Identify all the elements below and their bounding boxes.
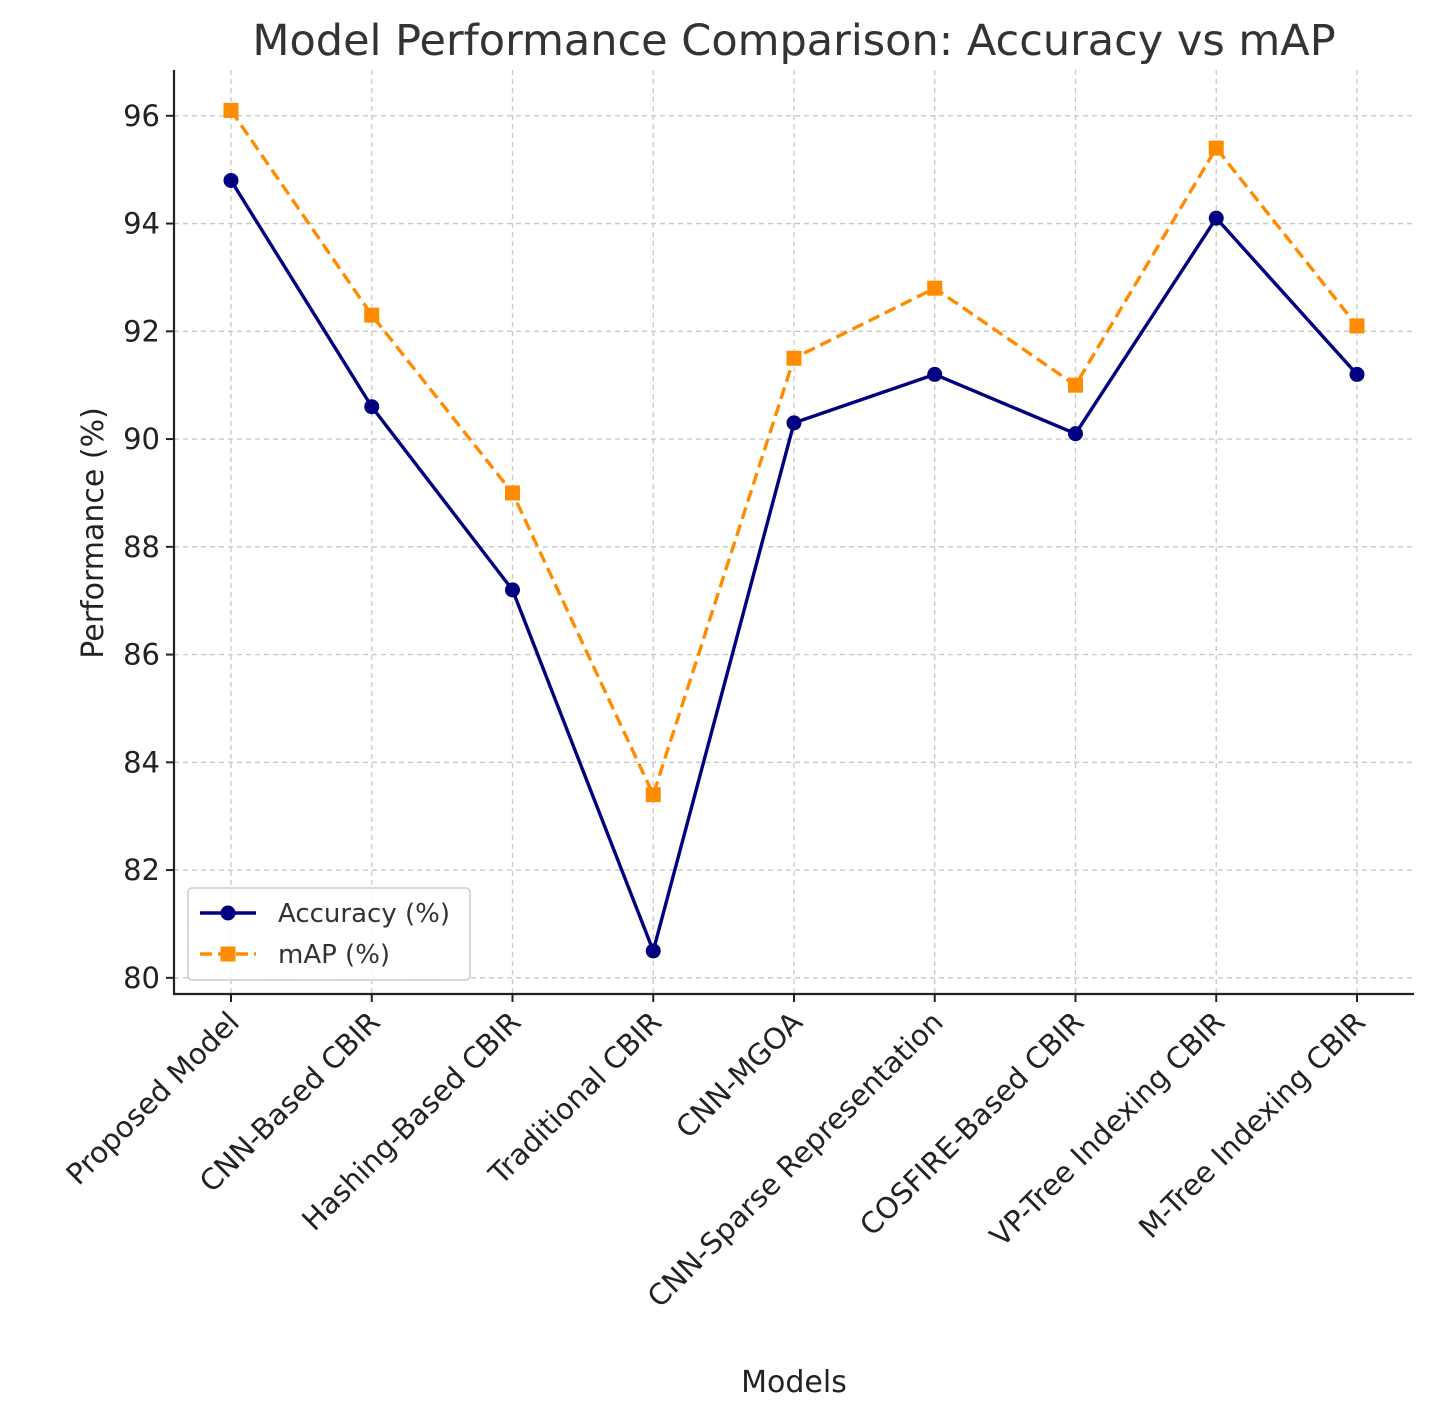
axis-spines (172, 70, 1414, 996)
y-tick-label: 84 (123, 745, 160, 779)
y-tick-label: 90 (123, 422, 160, 456)
data-point (786, 350, 802, 366)
y-tick-label: 88 (123, 530, 160, 564)
x-tick-label: CNN-MGOA (669, 1005, 809, 1145)
data-point (1208, 140, 1224, 156)
series-layer (223, 102, 1365, 959)
legend-marker (220, 905, 236, 921)
legend-label: mAP (%) (278, 940, 390, 970)
legend: Accuracy (%) mAP (%) (187, 887, 471, 981)
series-0 (223, 172, 1365, 959)
data-point (927, 280, 943, 296)
data-point (1068, 426, 1083, 442)
legend-marker (220, 946, 236, 962)
data-point (1208, 210, 1224, 226)
data-point (645, 787, 661, 803)
x-tick-label: CNN-Sparse Representation (641, 1005, 950, 1314)
data-point (505, 485, 520, 501)
data-point (505, 582, 520, 598)
data-point (786, 415, 802, 431)
legend-box (187, 887, 471, 981)
grid-layer (174, 70, 1414, 994)
y-tick-label: 96 (123, 99, 160, 133)
data-point (364, 307, 380, 323)
y-tick-label: 92 (123, 314, 160, 348)
x-axis-label: Models (741, 1365, 847, 1400)
y-tick-label: 82 (123, 853, 160, 887)
x-tick-label: M-Tree Indexing CBIR (1132, 1005, 1372, 1245)
data-point (364, 399, 380, 415)
legend-label: Accuracy (%) (278, 899, 450, 929)
data-point (1068, 377, 1083, 393)
data-point (927, 366, 943, 382)
y-axis-label: Performance (%) (76, 407, 111, 659)
y-tick-label: 86 (123, 638, 160, 672)
chart-title: Model Performance Comparison: Accuracy v… (252, 16, 1335, 66)
y-tick-label: 80 (123, 961, 160, 995)
y-tick-label: 94 (123, 207, 160, 241)
x-tick-label: VP-Tree Indexing CBIR (983, 1005, 1231, 1253)
data-point (223, 172, 239, 188)
data-point (1349, 318, 1365, 334)
series-1 (223, 102, 1365, 803)
data-point (223, 102, 239, 118)
data-point (645, 943, 661, 959)
data-point (1349, 366, 1365, 382)
